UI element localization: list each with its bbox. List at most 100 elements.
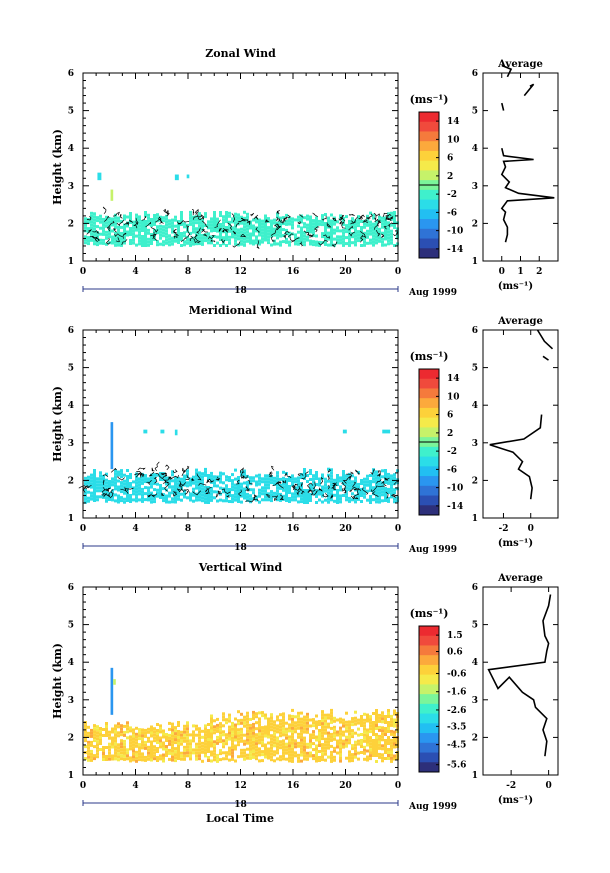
avg-y-tick-label: 2 bbox=[472, 219, 478, 229]
heatmap-cell bbox=[246, 720, 249, 724]
heatmap-cell bbox=[324, 489, 327, 493]
heatmap-cell bbox=[240, 754, 243, 758]
contour-line bbox=[346, 471, 354, 475]
heatmap-cell bbox=[153, 217, 156, 220]
heatmap-cell bbox=[141, 737, 144, 741]
heatmap-cell bbox=[333, 728, 336, 732]
contour-line bbox=[297, 486, 303, 492]
heatmap-cell bbox=[342, 724, 345, 728]
contour-line bbox=[96, 237, 100, 241]
heatmap-cell bbox=[93, 215, 96, 219]
contour-line bbox=[231, 213, 236, 222]
heatmap-cell bbox=[279, 734, 282, 738]
contour-line bbox=[227, 222, 233, 231]
contour-line bbox=[320, 476, 324, 485]
heatmap-cell bbox=[234, 215, 237, 219]
heatmap-cell bbox=[141, 734, 144, 738]
heatmap-cell bbox=[219, 214, 222, 217]
contour-line bbox=[291, 237, 300, 243]
contour-line bbox=[341, 221, 346, 229]
heatmap-cell bbox=[273, 491, 276, 495]
contour-line bbox=[293, 483, 299, 488]
heatmap-cell bbox=[123, 491, 126, 495]
heatmap-cell bbox=[369, 721, 372, 725]
heatmap-cell bbox=[225, 478, 228, 482]
heatmap-cell bbox=[189, 240, 192, 244]
heatmap-cell bbox=[156, 473, 159, 477]
contour-line bbox=[164, 483, 170, 492]
heatmap-cell bbox=[387, 212, 390, 216]
heatmap-cell bbox=[351, 759, 354, 763]
heatmap-cell bbox=[228, 220, 231, 224]
heatmap-cell bbox=[84, 476, 87, 480]
heatmap-cell bbox=[252, 731, 255, 735]
contour-line bbox=[385, 217, 392, 222]
heatmap-cell bbox=[183, 222, 186, 226]
heatmap-cell bbox=[336, 739, 339, 743]
heatmap-cell bbox=[201, 496, 204, 500]
heatmap-cell bbox=[318, 738, 321, 741]
heatmap-cell bbox=[114, 481, 117, 485]
heatmap-cell bbox=[192, 239, 195, 243]
heatmap-cell bbox=[279, 231, 282, 235]
y-tick-label: 4 bbox=[68, 144, 74, 154]
heatmap-cell bbox=[240, 491, 243, 495]
heatmap-cell bbox=[315, 735, 318, 739]
heatmap-cell bbox=[348, 756, 351, 760]
heatmap-cell bbox=[345, 495, 348, 499]
heatmap-cell bbox=[174, 753, 177, 757]
heatmap-cell bbox=[210, 720, 213, 724]
heatmap-cell bbox=[363, 480, 366, 484]
heatmap-cell bbox=[180, 483, 183, 487]
heatmap-cell bbox=[303, 501, 306, 504]
heatmap-cell bbox=[387, 709, 390, 712]
x-tick-label: 8 bbox=[185, 781, 191, 791]
heatmap-cell bbox=[171, 218, 174, 222]
heatmap-cell bbox=[246, 747, 249, 751]
heatmap-cell bbox=[246, 711, 249, 715]
heatmap-cell bbox=[264, 713, 267, 717]
heatmap-cell bbox=[111, 483, 114, 487]
heatmap-cell bbox=[321, 500, 324, 504]
heatmap-cell bbox=[159, 724, 162, 728]
heatmap-cell bbox=[378, 239, 381, 243]
avg-y-tick-label: 1 bbox=[472, 257, 478, 267]
heatmap-cell bbox=[207, 220, 210, 224]
heatmap-cell bbox=[195, 495, 198, 499]
heatmap-cell bbox=[123, 217, 126, 221]
colorbar-segment bbox=[419, 238, 439, 249]
heatmap-cell bbox=[360, 479, 363, 482]
heatmap-cell bbox=[234, 233, 237, 237]
heatmap-cell bbox=[288, 216, 291, 220]
heatmap-cell bbox=[339, 741, 342, 745]
heatmap-cell bbox=[390, 489, 393, 493]
heatmap-cell bbox=[210, 750, 213, 754]
heatmap-cell bbox=[240, 239, 243, 243]
contour-line bbox=[374, 218, 381, 223]
heatmap-cell bbox=[363, 724, 366, 728]
heatmap-cell bbox=[237, 485, 240, 488]
y-tick-label: 3 bbox=[68, 696, 74, 706]
contour-line bbox=[278, 218, 284, 223]
heatmap-cell bbox=[393, 721, 396, 725]
heatmap-cell bbox=[300, 497, 303, 501]
contour-line bbox=[349, 486, 358, 492]
heatmap-cell bbox=[288, 500, 291, 503]
contour-line bbox=[381, 480, 387, 487]
heatmap-cell bbox=[375, 739, 378, 742]
date-label: Aug 1999 bbox=[408, 802, 457, 812]
heatmap-cell bbox=[198, 748, 201, 752]
heatmap-cell bbox=[357, 739, 360, 743]
heatmap-cell bbox=[354, 479, 357, 483]
heatmap-cell bbox=[150, 743, 153, 747]
heatmap-cell bbox=[330, 480, 333, 484]
heatmap-cell bbox=[114, 739, 117, 743]
heatmap-cell bbox=[309, 239, 312, 243]
heatmap-cell bbox=[159, 745, 162, 749]
heatmap-cell bbox=[144, 232, 147, 235]
heatmap-cell bbox=[165, 739, 168, 742]
heatmap-cell bbox=[339, 214, 342, 218]
heatmap-cell bbox=[267, 498, 270, 502]
heatmap-cell bbox=[324, 731, 327, 735]
heatmap-cell bbox=[135, 481, 138, 485]
